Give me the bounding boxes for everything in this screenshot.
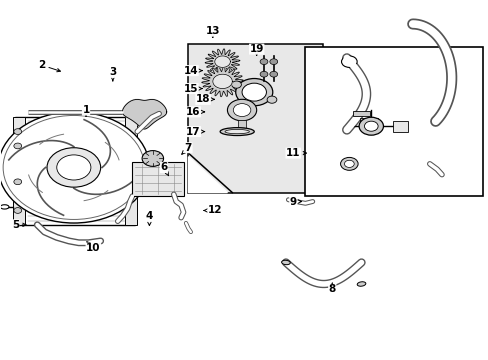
- Circle shape: [47, 148, 101, 187]
- Circle shape: [0, 112, 149, 223]
- Ellipse shape: [236, 128, 247, 132]
- Polygon shape: [188, 157, 227, 193]
- Circle shape: [344, 160, 353, 167]
- Ellipse shape: [224, 130, 249, 134]
- Text: 12: 12: [203, 206, 222, 216]
- Ellipse shape: [357, 282, 365, 286]
- Bar: [132, 162, 183, 196]
- Text: 14: 14: [183, 66, 202, 76]
- Circle shape: [3, 116, 144, 220]
- Bar: [352, 111, 369, 116]
- Text: 9: 9: [289, 197, 301, 207]
- Circle shape: [235, 78, 272, 106]
- Bar: [15, 117, 135, 225]
- Bar: [392, 121, 407, 132]
- Circle shape: [266, 96, 276, 103]
- Circle shape: [364, 121, 377, 131]
- Polygon shape: [214, 56, 230, 67]
- Text: 11: 11: [285, 148, 306, 158]
- Circle shape: [231, 81, 241, 88]
- Circle shape: [14, 179, 21, 185]
- Bar: [13, 117, 25, 225]
- Bar: [359, 118, 377, 123]
- Circle shape: [260, 71, 267, 77]
- Circle shape: [14, 143, 21, 149]
- Bar: [238, 120, 245, 130]
- Bar: [305, 47, 483, 196]
- Polygon shape: [122, 99, 166, 129]
- Circle shape: [341, 56, 356, 67]
- Text: 19: 19: [249, 44, 264, 55]
- Ellipse shape: [281, 260, 290, 265]
- Polygon shape: [212, 74, 232, 89]
- Text: 2: 2: [39, 60, 61, 72]
- Text: 17: 17: [185, 127, 204, 136]
- Text: 5: 5: [12, 220, 26, 230]
- Text: 18: 18: [195, 94, 214, 104]
- Circle shape: [269, 71, 277, 77]
- Text: 7: 7: [182, 143, 192, 154]
- Bar: [188, 44, 322, 193]
- Text: 16: 16: [185, 107, 204, 117]
- Polygon shape: [201, 66, 243, 97]
- Text: 13: 13: [205, 26, 220, 37]
- Circle shape: [269, 59, 277, 64]
- Text: 4: 4: [145, 211, 153, 225]
- Polygon shape: [204, 49, 240, 75]
- Ellipse shape: [220, 128, 254, 135]
- Circle shape: [57, 155, 91, 180]
- Text: 15: 15: [183, 84, 202, 94]
- Circle shape: [227, 99, 256, 121]
- Circle shape: [14, 208, 21, 213]
- Text: 6: 6: [160, 162, 168, 176]
- Bar: [125, 117, 137, 225]
- Text: 10: 10: [86, 242, 101, 253]
- Text: 3: 3: [109, 67, 116, 81]
- Text: 8: 8: [328, 283, 335, 294]
- Ellipse shape: [0, 205, 9, 209]
- Circle shape: [14, 129, 21, 134]
- Circle shape: [233, 104, 250, 117]
- Circle shape: [358, 117, 383, 135]
- Circle shape: [242, 83, 266, 101]
- Circle shape: [260, 59, 267, 64]
- Circle shape: [340, 157, 357, 170]
- Text: 1: 1: [82, 105, 89, 116]
- Circle shape: [142, 150, 163, 166]
